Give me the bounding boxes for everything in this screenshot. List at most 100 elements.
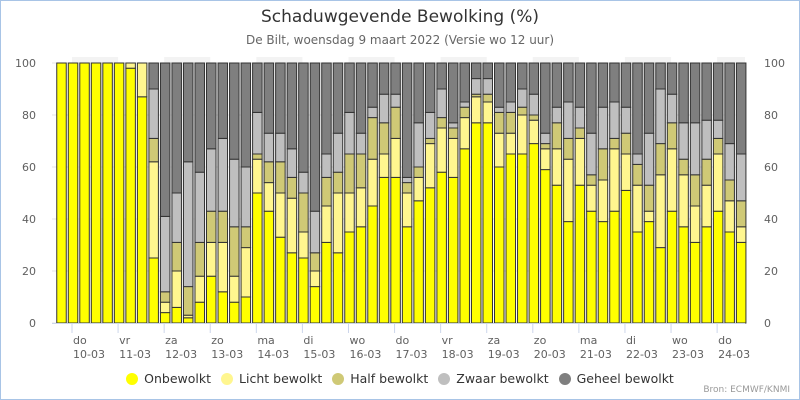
legend-label: Licht bewolkt <box>239 371 323 386</box>
bar-segment-licht-bewolkt <box>217 241 229 293</box>
bar-stack <box>735 62 747 324</box>
bar-segment-onbewolkt <box>413 200 424 324</box>
bar-segment-zwaar-bewolkt <box>252 111 263 155</box>
bar-stack <box>436 62 447 324</box>
bar-stack <box>517 62 528 324</box>
bar-stack <box>148 62 159 324</box>
bar-segment-licht-bewolkt <box>735 226 747 243</box>
x-tick-label-day: za <box>165 334 178 347</box>
x-tick-label-date: 17-03 <box>396 348 428 361</box>
bar-segment-licht-bewolkt <box>586 184 597 212</box>
chart-title: Schaduwgevende Bewolking (%) <box>260 7 540 27</box>
bar-segment-half-bewolkt <box>528 114 540 121</box>
legend-dot-icon <box>332 372 345 385</box>
bar-segment-onbewolkt <box>505 153 517 324</box>
bar-segment-geheel-bewolkt <box>240 62 252 168</box>
bar-segment-geheel-bewolkt <box>643 62 655 134</box>
bar-segment-onbewolkt <box>655 247 666 324</box>
bar-segment-onbewolkt <box>609 210 620 324</box>
bar-segment-geheel-bewolkt <box>620 62 632 108</box>
bar-segment-geheel-bewolkt <box>482 62 493 80</box>
legend-item-onbewolkt[interactable]: Onbewolkt <box>126 371 211 386</box>
bar-segment-zwaar-bewolkt <box>470 78 482 95</box>
bar-segment-geheel-bewolkt <box>413 62 424 124</box>
bar-stack <box>217 62 229 324</box>
bar-segment-zwaar-bewolkt <box>275 132 286 163</box>
x-tick-label-day: wo <box>672 334 688 347</box>
legend-item-zwaar-bewolkt[interactable]: Zwaar bewolkt <box>438 371 549 386</box>
bar-segment-half-bewolkt <box>551 122 563 150</box>
x-tick-label-day: di <box>626 334 636 347</box>
bar-segment-onbewolkt <box>551 184 563 324</box>
bar-segment-zwaar-bewolkt <box>159 215 171 293</box>
bar-segment-licht-bewolkt <box>367 158 378 207</box>
bar-stack <box>113 62 125 324</box>
bar-segment-geheel-bewolkt <box>735 62 747 155</box>
bar-stack <box>332 62 344 324</box>
bar-segment-half-bewolkt <box>724 179 735 202</box>
legend-label: Zwaar bewolkt <box>456 371 549 386</box>
bar-segment-half-bewolkt <box>182 286 194 316</box>
credits-text[interactable]: Bron: ECMWF/KNMI <box>703 385 790 395</box>
legend-item-half-bewolkt[interactable]: Half bewolkt <box>332 371 428 386</box>
y-tick-label: 40 <box>22 213 36 226</box>
x-tick-label-date: 11-03 <box>119 348 151 361</box>
bar-segment-half-bewolkt <box>436 117 447 129</box>
legend-label: Onbewolkt <box>144 371 212 386</box>
bar-segment-half-bewolkt <box>148 137 159 163</box>
x-tick-label-day: do <box>73 334 87 347</box>
bar-stack <box>286 62 298 324</box>
bar-stack <box>90 62 102 324</box>
bar-segment-geheel-bewolkt <box>701 62 712 121</box>
bar-segment-half-bewolkt <box>206 210 217 243</box>
bar-segment-half-bewolkt <box>263 161 275 184</box>
bar-segment-zwaar-bewolkt <box>263 132 275 163</box>
bar-segment-geheel-bewolkt <box>470 62 482 80</box>
bar-segment-onbewolkt <box>597 221 609 324</box>
legend-item-geheel-bewolkt[interactable]: Geheel bewolkt <box>558 371 674 386</box>
bar-segment-zwaar-bewolkt <box>206 148 217 212</box>
bar-segment-onbewolkt <box>182 317 194 324</box>
bar-segment-zwaar-bewolkt <box>482 78 493 95</box>
bar-segment-zwaar-bewolkt <box>724 143 735 181</box>
bar-segment-licht-bewolkt <box>206 241 217 277</box>
bar-stack <box>505 62 517 324</box>
bar-segment-onbewolkt <box>275 236 286 324</box>
bar-segment-zwaar-bewolkt <box>344 111 355 155</box>
bar-segment-zwaar-bewolkt <box>712 119 724 139</box>
bar-segment-geheel-bewolkt <box>275 62 286 134</box>
bar-segment-geheel-bewolkt <box>447 62 459 124</box>
bar-segment-geheel-bewolkt <box>459 62 470 103</box>
bar-segment-half-bewolkt <box>482 93 493 103</box>
bar-stack <box>298 62 309 324</box>
bar-segment-geheel-bewolkt <box>424 62 436 113</box>
bar-segment-zwaar-bewolkt <box>620 106 632 134</box>
chart-subtitle: De Bilt, woensdag 9 maart 2022 (Versie w… <box>245 33 555 47</box>
bar-segment-onbewolkt <box>712 210 724 324</box>
bar-segment-geheel-bewolkt <box>332 62 344 134</box>
x-tick-label-date: 10-03 <box>73 348 105 361</box>
y-tick-label: 80 <box>22 109 36 122</box>
legend-item-licht-bewolkt[interactable]: Licht bewolkt <box>221 371 322 386</box>
bar-segment-licht-bewolkt <box>666 148 678 212</box>
bar-segment-onbewolkt <box>148 257 159 324</box>
bar-stack <box>263 62 275 324</box>
bar-segment-geheel-bewolkt <box>159 62 171 217</box>
bar-segment-zwaar-bewolkt <box>424 111 436 139</box>
bar-segment-zwaar-bewolkt <box>701 119 712 160</box>
bar-segment-zwaar-bewolkt <box>413 122 424 168</box>
bar-segment-licht-bewolkt <box>689 205 701 243</box>
bar-segment-licht-bewolkt <box>159 301 171 314</box>
bar-segment-licht-bewolkt <box>517 114 528 155</box>
bar-segment-licht-bewolkt <box>712 153 724 212</box>
bar-segment-half-bewolkt <box>620 132 632 155</box>
bar-segment-onbewolkt <box>206 275 217 324</box>
bar-segment-geheel-bewolkt <box>586 62 597 134</box>
bar-segment-zwaar-bewolkt <box>494 106 505 113</box>
bar-segment-geheel-bewolkt <box>436 62 447 90</box>
bar-segment-zwaar-bewolkt <box>229 158 240 228</box>
x-tick-label-date: 22-03 <box>626 348 658 361</box>
bar-segment-onbewolkt <box>701 226 712 324</box>
bar-segment-onbewolkt <box>390 176 401 324</box>
